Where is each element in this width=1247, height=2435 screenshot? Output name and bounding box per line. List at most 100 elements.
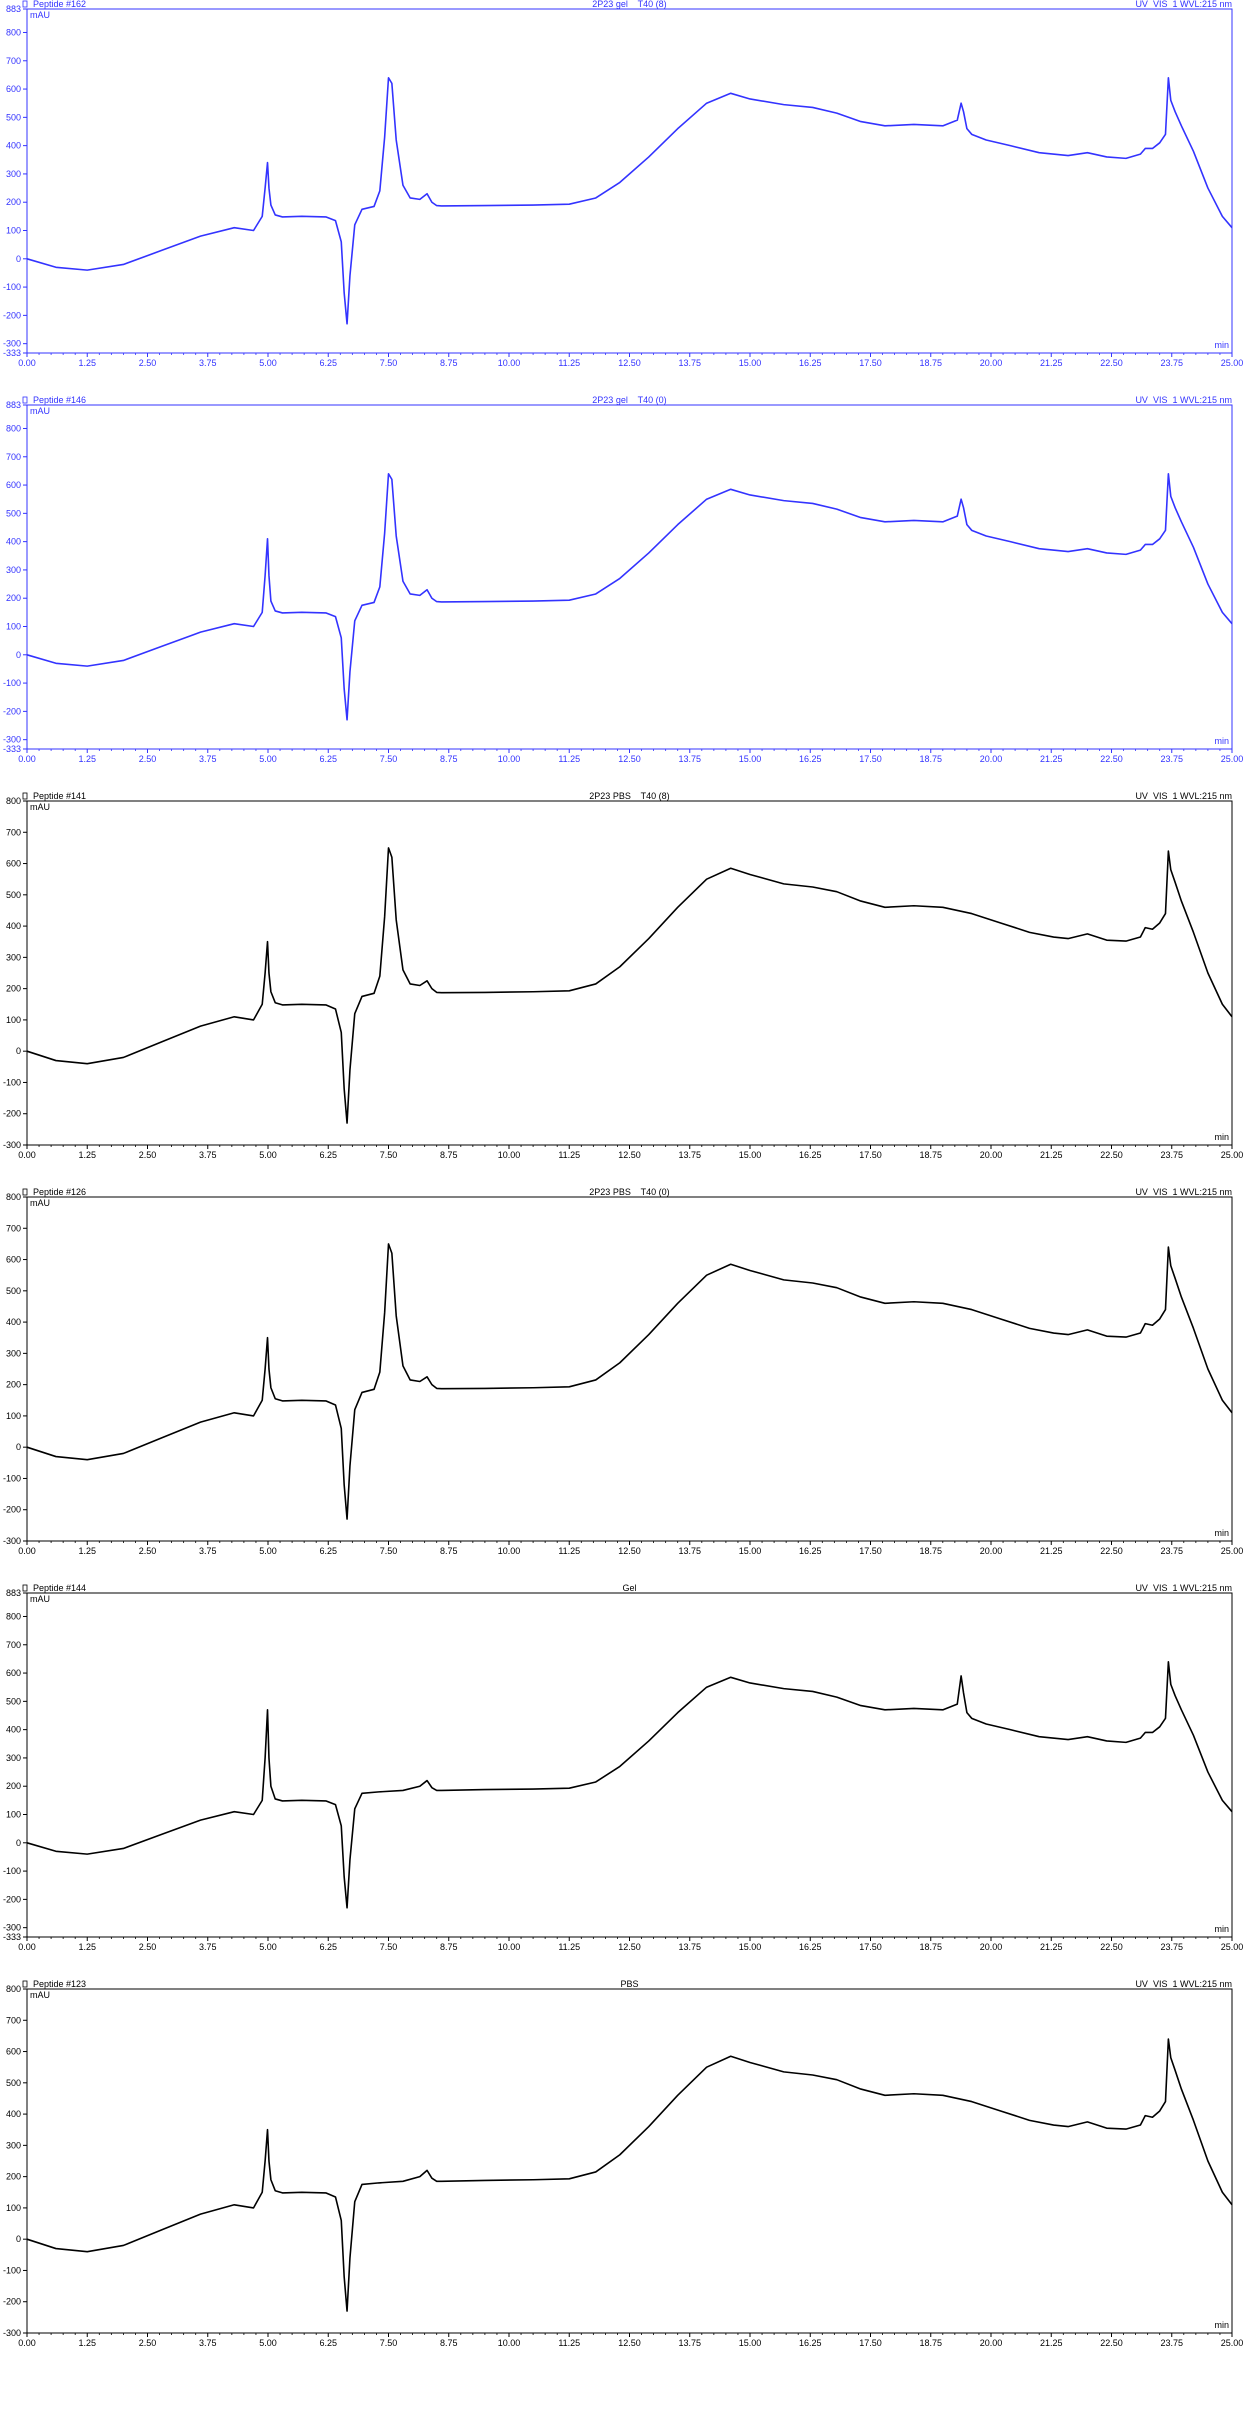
- x-tick-label: 8.75: [440, 1546, 458, 1556]
- detector-label: UV_VIS_1 WVL:215 nm: [1135, 1584, 1232, 1593]
- x-tick-label: 3.75: [199, 1546, 217, 1556]
- y-axis-label: mAU: [30, 406, 50, 416]
- y-tick-label: -300: [3, 1536, 21, 1546]
- x-tick-label: 12.50: [618, 754, 641, 764]
- x-tick-label: 3.75: [199, 358, 217, 368]
- x-tick-label: 22.50: [1100, 1546, 1123, 1556]
- x-tick-label: 7.50: [380, 1942, 398, 1952]
- x-tick-label: 1.25: [78, 1546, 96, 1556]
- x-tick-label: 11.25: [558, 1546, 580, 1556]
- x-tick-label: 21.25: [1040, 2338, 1063, 2348]
- x-tick-label: 22.50: [1100, 754, 1123, 764]
- x-tick-label: 13.75: [678, 2338, 701, 2348]
- x-tick-label: 21.25: [1040, 1942, 1063, 1952]
- y-tick-label: 800: [6, 1984, 21, 1994]
- x-tick-label: 25.00: [1221, 1150, 1244, 1160]
- x-tick-label: 23.75: [1160, 754, 1183, 764]
- y-tick-label: 600: [6, 859, 21, 869]
- x-tick-label: 12.50: [618, 1150, 641, 1160]
- y-tick-label: 200: [6, 1781, 21, 1791]
- detector-label: UV_VIS_1 WVL:215 nm: [1135, 0, 1232, 9]
- y-tick-label: 200: [6, 197, 21, 207]
- detector-label: UV_VIS_1 WVL:215 nm: [1135, 792, 1232, 801]
- x-tick-label: 21.25: [1040, 754, 1063, 764]
- y-tick-label: -200: [3, 1894, 21, 1904]
- y-tick-label: -100: [3, 1866, 21, 1876]
- y-tick-label: 500: [6, 890, 21, 900]
- y-tick-label: 800: [6, 796, 21, 806]
- x-tick-label: 23.75: [1160, 1150, 1183, 1160]
- y-tick-label: 400: [6, 1725, 21, 1735]
- x-tick-label: 20.00: [980, 1546, 1003, 1556]
- x-tick-label: 25.00: [1221, 1546, 1244, 1556]
- x-tick-label: 20.00: [980, 358, 1003, 368]
- x-tick-label: 15.00: [739, 754, 762, 764]
- pin-icon: [22, 0, 28, 8]
- y-tick-label: 700: [6, 827, 21, 837]
- y-tick-label: 100: [6, 1015, 21, 1025]
- y-tick-label: -200: [3, 706, 21, 716]
- y-tick-label: 0: [16, 1838, 21, 1848]
- plot-frame: [26, 8, 1233, 354]
- y-tick-label: 200: [6, 593, 21, 603]
- y-tick-label: 300: [6, 1753, 21, 1763]
- y-tick-label: 883: [6, 400, 21, 410]
- x-tick-label: 13.75: [678, 1546, 701, 1556]
- x-tick-label: 12.50: [618, 2338, 641, 2348]
- x-tick-label: 1.25: [78, 754, 96, 764]
- x-tick-label: 6.25: [319, 754, 337, 764]
- x-tick-label: 25.00: [1221, 2338, 1244, 2348]
- plot-frame: [26, 1196, 1233, 1542]
- y-tick-label: 700: [6, 452, 21, 462]
- x-axis-label: min: [1214, 1528, 1229, 1538]
- y-tick-label: 200: [6, 984, 21, 994]
- peptide-id: Peptide #141: [33, 792, 86, 801]
- x-tick-label: 17.50: [859, 1942, 882, 1952]
- x-tick-label: 22.50: [1100, 1942, 1123, 1952]
- x-tick-label: 12.50: [618, 1546, 641, 1556]
- chromatogram-trace: [26, 2038, 1233, 2312]
- y-tick-label: 800: [6, 1192, 21, 1202]
- y-tick-label: 700: [6, 56, 21, 66]
- chart-panel: Peptide #146 2P23 gel _ T40 (0) UV_VIS_1 W…: [3, 396, 1244, 764]
- x-tick-label: 10.00: [498, 1546, 521, 1556]
- y-tick-label: -100: [3, 282, 21, 292]
- x-tick-label: 1.25: [78, 1150, 96, 1160]
- x-tick-label: 18.75: [919, 358, 942, 368]
- y-tick-label: -300: [3, 1140, 21, 1150]
- x-axis-label: min: [1214, 1132, 1229, 1142]
- x-tick-label: 23.75: [1160, 1546, 1183, 1556]
- x-tick-label: 25.00: [1221, 1942, 1244, 1952]
- chart-panel: Peptide #126 2P23 PBS _ T40 (0) UV_VIS_1 W…: [3, 1188, 1244, 1556]
- x-tick-label: 12.50: [618, 1942, 641, 1952]
- x-tick-label: 16.25: [799, 1546, 822, 1556]
- x-tick-label: 17.50: [859, 2338, 882, 2348]
- x-tick-label: 15.00: [739, 2338, 762, 2348]
- y-tick-label: 800: [6, 27, 21, 37]
- peptide-id: Peptide #144: [33, 1584, 86, 1593]
- x-tick-label: 25.00: [1221, 754, 1244, 764]
- x-tick-label: 10.00: [498, 2338, 521, 2348]
- x-tick-label: 12.50: [618, 358, 641, 368]
- x-tick-label: 16.25: [799, 754, 822, 764]
- y-tick-label: 600: [6, 2047, 21, 2057]
- peptide-id: Peptide #162: [33, 0, 86, 9]
- x-tick-label: 5.00: [259, 2338, 277, 2348]
- x-axis-label: min: [1214, 2320, 1229, 2330]
- x-tick-label: 11.25: [558, 1150, 580, 1160]
- y-tick-label: 600: [6, 84, 21, 94]
- x-tick-label: 7.50: [380, 2338, 398, 2348]
- y-axis-label: mAU: [30, 1594, 50, 1604]
- y-tick-label: 700: [6, 1640, 21, 1650]
- plot-frame: [26, 800, 1233, 1146]
- x-tick-label: 6.25: [319, 358, 337, 368]
- chart-panel: Peptide #141 2P23 PBS _ T40 (8) UV_VIS_1 W…: [3, 792, 1244, 1160]
- x-tick-label: 5.00: [259, 1150, 277, 1160]
- x-tick-label: 10.00: [498, 754, 521, 764]
- y-tick-label: 700: [6, 2015, 21, 2025]
- y-tick-label: -100: [3, 1077, 21, 1087]
- x-tick-label: 0.00: [18, 1546, 36, 1556]
- y-tick-label: 883: [6, 4, 21, 14]
- chromatogram-trace: [26, 1243, 1233, 1520]
- y-axis-label: mAU: [30, 802, 50, 812]
